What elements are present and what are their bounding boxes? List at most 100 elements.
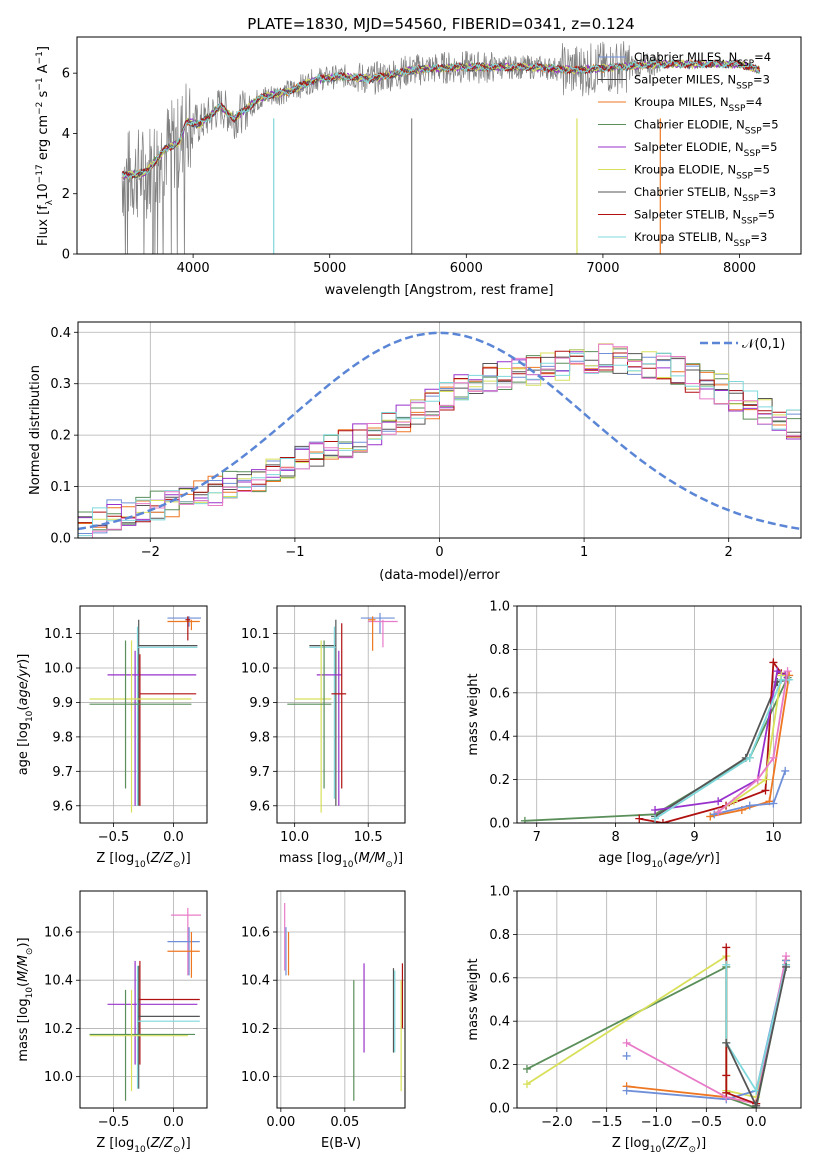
y-tick-label: 0.4 xyxy=(50,326,71,341)
weight-series-9 xyxy=(717,670,789,813)
x-tick-label: 2 xyxy=(725,545,733,560)
plot-content xyxy=(287,612,398,813)
weight-point xyxy=(520,816,529,823)
age-weight-panel: 7 8 9 10 0.0 0.2 0.4 0.6 0.8 1.0 age [log10(age/yr… xyxy=(466,600,802,870)
legend-label: Kroupa STELIB, NSSP=3 xyxy=(634,230,767,249)
axes-frame xyxy=(276,605,406,824)
y-tick-label: 10.4 xyxy=(44,974,73,989)
figure-title: PLATE=1830, MJD=54560, FIBERID=0341, z=0… xyxy=(247,15,634,33)
weight-point xyxy=(769,658,778,667)
weight-point xyxy=(722,1071,731,1080)
weight-point xyxy=(722,1038,731,1047)
y-tick-label: 10.1 xyxy=(241,627,270,642)
y-axis-label: mass [log10(M/M⊙)] xyxy=(16,937,35,1061)
plot-content xyxy=(89,907,202,1101)
y-tick-label: 9.7 xyxy=(249,765,270,780)
y-tick-label: 0.0 xyxy=(50,532,71,547)
plot-content xyxy=(121,41,761,254)
weight-point xyxy=(622,1051,631,1060)
legend-label: 𝒩(0,1) xyxy=(742,337,785,352)
x-tick-label: −0.5 xyxy=(98,830,130,845)
y-tick-label: 0.4 xyxy=(489,730,510,745)
weight-point xyxy=(781,766,790,775)
y-tick-label: 0 xyxy=(62,248,70,263)
metallicity-weight-panel: −2.0 −1.5 −1.0 −0.5 0.0 0.0 0.2 0.4 0.6 0.8 1.0 Z [… xyxy=(466,885,802,1155)
x-axis-label: (data-model)/error xyxy=(379,568,500,583)
weight-point xyxy=(522,1080,531,1089)
weight-point xyxy=(722,943,731,952)
plot-content xyxy=(284,903,404,1101)
x-tick-label: 8 xyxy=(611,830,619,845)
weight-point xyxy=(769,753,778,762)
y-tick-label: 10.0 xyxy=(44,1070,73,1085)
weight-point xyxy=(635,814,644,823)
x-tick-label: 0.05 xyxy=(330,1115,359,1130)
x-tick-label: 1 xyxy=(580,545,588,560)
legend-label: Chabrier MILES, NSSP=4 xyxy=(634,50,771,69)
plot-content xyxy=(78,331,801,538)
weight-point xyxy=(777,675,786,684)
weight-point xyxy=(782,952,791,961)
x-tick-label: 0.0 xyxy=(746,1115,767,1130)
x-tick-label: 7000 xyxy=(586,261,619,276)
axes-frame xyxy=(276,890,406,1109)
legend-label: Salpeter ELODIE, NSSP=5 xyxy=(634,140,777,159)
weight-point xyxy=(651,814,660,823)
weight-point xyxy=(753,775,762,784)
y-tick-label: 0.1 xyxy=(50,480,71,495)
y-tick-label: 9.7 xyxy=(52,765,73,780)
histogram-5 xyxy=(78,343,801,538)
y-tick-label: 6 xyxy=(62,67,70,82)
y-tick-label: 9.6 xyxy=(249,799,270,814)
weight-series-7 xyxy=(713,770,787,816)
y-tick-label: 10.6 xyxy=(44,925,73,940)
y-tick-label: 0.4 xyxy=(489,1015,510,1030)
y-axis-label: Normed distribution xyxy=(28,365,43,495)
y-tick-label: 10.0 xyxy=(241,662,270,677)
spectrum-panel: 4000 5000 6000 7000 8000 0 2 4 6 wavelength [Angs… xyxy=(35,36,802,298)
weight-point xyxy=(769,799,778,808)
weight-series-1 xyxy=(524,677,789,822)
legend-label: Kroupa MILES, NSSP=4 xyxy=(634,95,762,114)
weight-series-2 xyxy=(654,678,788,818)
weight-point xyxy=(622,1038,631,1047)
y-tick-label: 2 xyxy=(62,187,70,202)
y-tick-label: 10.2 xyxy=(44,1022,73,1037)
x-axis-label: Z [log10(Z/Z⊙)] xyxy=(96,851,190,870)
weight-point xyxy=(714,808,723,817)
legend-label: Kroupa ELODIE, NSSP=5 xyxy=(634,163,770,182)
weight-point xyxy=(761,786,770,795)
y-tick-label: 0.2 xyxy=(489,773,510,788)
extinction-mass-panel: 0.00 0.05 10.0 10.2 10.4 10.6 E(B-V) xyxy=(241,890,406,1151)
x-tick-label: 4000 xyxy=(177,261,210,276)
metallicity-mass-panel: −0.5 0.0 10.0 10.2 10.4 10.6 Z [log10(Z/Z⊙)] ma… xyxy=(16,890,208,1155)
y-axis-label: mass weight xyxy=(466,673,481,755)
legend-label: Salpeter MILES, NSSP=3 xyxy=(634,73,770,92)
x-tick-label: −1 xyxy=(285,545,304,560)
y-tick-label: 9.8 xyxy=(52,730,73,745)
x-tick-label: −0.5 xyxy=(691,1115,723,1130)
weight-point xyxy=(761,775,770,784)
y-axis-label: mass weight xyxy=(466,958,481,1040)
y-tick-label: 10.0 xyxy=(44,662,73,677)
model-spectrum-6 xyxy=(121,58,760,180)
axes-frame xyxy=(79,605,208,824)
y-tick-label: 0.2 xyxy=(489,1058,510,1073)
x-tick-label: 5000 xyxy=(313,261,346,276)
x-tick-label: −0.5 xyxy=(98,1115,130,1130)
x-tick-label: 9 xyxy=(690,830,698,845)
y-tick-label: 0.6 xyxy=(489,971,510,986)
legend-label: Chabrier ELODIE, NSSP=5 xyxy=(634,118,779,137)
x-tick-label: 6000 xyxy=(450,261,483,276)
x-axis-label: wavelength [Angstrom, rest frame] xyxy=(325,283,554,298)
y-axis-label: age [log10(age/yr)] xyxy=(16,654,35,776)
y-tick-label: 0.0 xyxy=(489,1102,510,1117)
y-tick-label: 0.6 xyxy=(489,686,510,701)
legend-label: Chabrier STELIB, NSSP=3 xyxy=(634,185,776,204)
axes-frame xyxy=(76,36,802,255)
y-tick-label: 10.1 xyxy=(44,627,73,642)
axes-frame xyxy=(516,890,802,1109)
x-tick-label: 7 xyxy=(533,830,541,845)
weight-point xyxy=(651,805,660,814)
